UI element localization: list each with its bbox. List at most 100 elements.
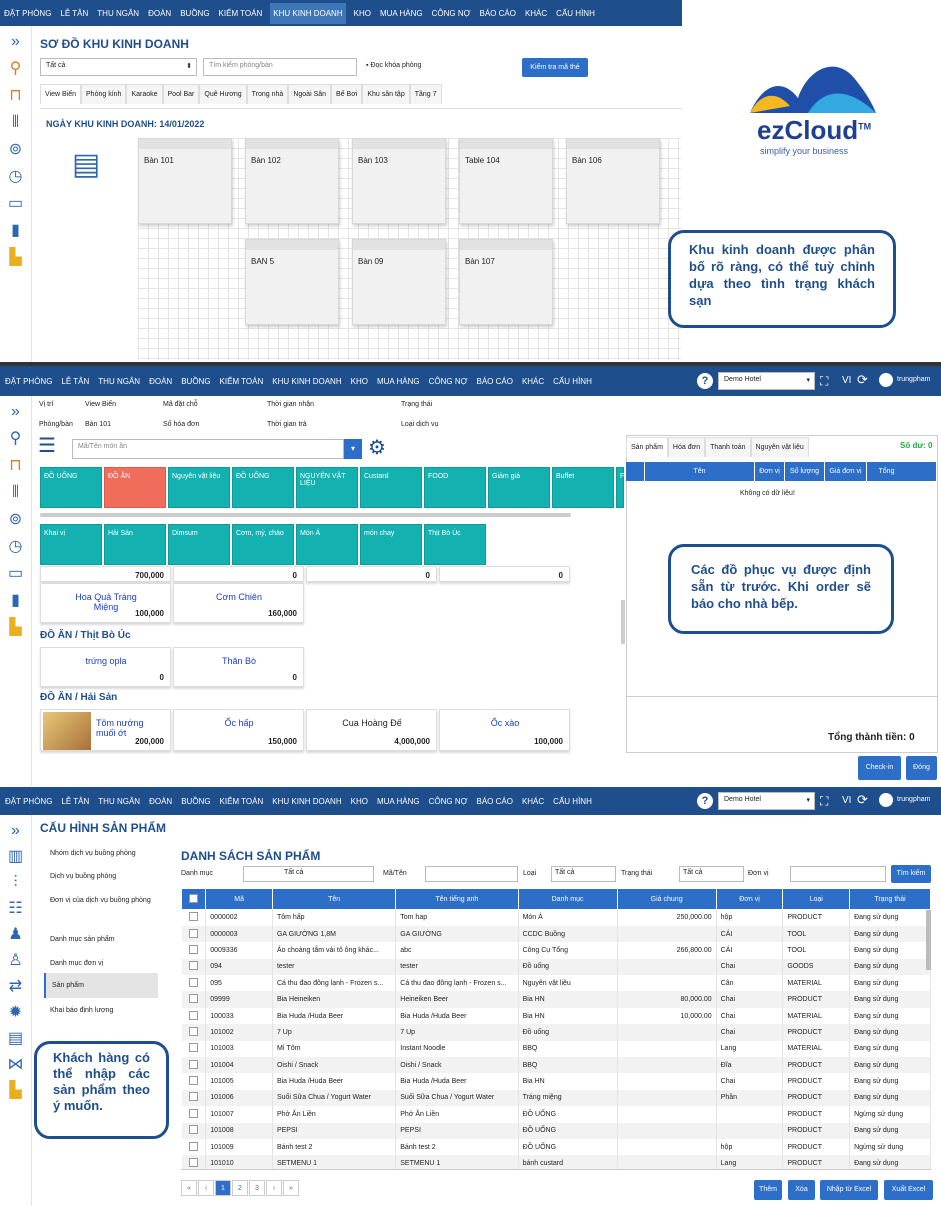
row-checkbox[interactable]: [188, 928, 198, 938]
username[interactable]: trungpham: [897, 376, 931, 383]
tab-area[interactable]: Quê Hương: [199, 84, 247, 104]
nav-item[interactable]: CẤU HÌNH: [553, 796, 592, 806]
table-icon[interactable]: ⊓: [9, 457, 22, 474]
columns-icon[interactable]: ⦀: [11, 114, 20, 131]
row-select-cell[interactable]: [181, 1007, 207, 1025]
row-checkbox[interactable]: [188, 944, 198, 954]
product-action-button[interactable]: Xóa: [788, 1180, 815, 1200]
row-select-cell[interactable]: [181, 975, 207, 992]
config-menu-item[interactable]: Khai báo định lượng: [50, 1007, 114, 1014]
table-card[interactable]: BAN 5: [245, 239, 339, 325]
category-tile[interactable]: Nguyên vật liệu: [168, 467, 230, 508]
nav-item[interactable]: KHÁC: [521, 796, 545, 806]
nav-item[interactable]: CÔNG NỢ: [431, 8, 471, 18]
table-row[interactable]: 101003 Mì Tôm Instant Noodle BBQ Lang MATERIA…: [181, 1040, 931, 1058]
table-row[interactable]: 101006 Suối Sữa Chua / Yogurt Water Suối S…: [181, 1089, 931, 1107]
row-checkbox[interactable]: [188, 1158, 198, 1168]
blocks-icon[interactable]: ▙: [9, 619, 22, 636]
nav-item[interactable]: CẤU HÌNH: [556, 8, 595, 18]
nav-item[interactable]: MUA HÀNG: [376, 796, 420, 806]
page-link[interactable]: ‹: [198, 1180, 214, 1196]
config-menu-item[interactable]: Sản phẩm: [44, 973, 158, 998]
table-card[interactable]: Bàn 106: [566, 138, 660, 224]
hotel-select[interactable]: Demo Hotel ▾: [718, 792, 815, 810]
category-tile[interactable]: FOOD: [424, 467, 486, 508]
table-card[interactable]: Bàn 101: [138, 138, 232, 224]
table-row[interactable]: 101004 Oishi / Snack Oishi / Snack BBQ Đĩa PR…: [181, 1057, 931, 1074]
row-checkbox[interactable]: [188, 1125, 198, 1135]
nav-item[interactable]: BUỒNG: [181, 796, 211, 806]
product-card[interactable]: 700,000: [40, 566, 171, 582]
checkin-button[interactable]: Check-in: [858, 756, 901, 780]
sync-icon[interactable]: ⟳: [857, 792, 868, 807]
category-tile[interactable]: ĐỒ UỐNG: [232, 467, 294, 508]
nav-item[interactable]: CÔNG NỢ: [428, 796, 468, 806]
search-button[interactable]: Tìm kiếm: [891, 865, 931, 883]
hotel-select[interactable]: Demo Hotel ▾: [718, 372, 815, 390]
table-row[interactable]: 101008 PEPSI PEPSI ĐỒ UỐNG PRODUCT Đang sử dụ…: [181, 1122, 931, 1139]
user-lock-icon[interactable]: ♙: [8, 952, 23, 969]
order-tab[interactable]: Thanh toán: [705, 437, 751, 457]
page-link[interactable]: 3: [249, 1180, 265, 1196]
product-card[interactable]: Tôm nướng muối ớt 200,000: [40, 709, 171, 751]
nav-item[interactable]: CẤU HÌNH: [553, 376, 592, 386]
table-card[interactable]: Bàn 107: [459, 239, 553, 325]
nav-item[interactable]: BÁO CÁO: [476, 796, 513, 806]
table-row[interactable]: 101010 SETMENU 1 SETMENU 1 bánh custard Lang…: [181, 1155, 931, 1169]
nav-item[interactable]: KIỂM TOÁN: [219, 796, 264, 806]
table-card[interactable]: Bàn 102: [245, 138, 339, 224]
tiles-scrollbar[interactable]: [40, 513, 571, 517]
category-tile[interactable]: Giảm giá: [488, 467, 550, 508]
table-row[interactable]: 101005 Bia Huda /Huda Beer Bia Huda /Huda …: [181, 1073, 931, 1090]
menu-icon[interactable]: ☰: [38, 435, 56, 457]
tab-area[interactable]: View Biển: [40, 84, 82, 104]
nav-item[interactable]: THU NGÂN: [97, 8, 140, 18]
nav-item[interactable]: BUỒNG: [181, 376, 211, 386]
row-checkbox[interactable]: [188, 1043, 198, 1053]
tab-area[interactable]: Bể Bơi: [331, 84, 363, 104]
status-select[interactable]: Tất cả: [679, 866, 744, 882]
product-card[interactable]: 0: [439, 566, 570, 582]
nav-item[interactable]: BUỒNG: [180, 8, 210, 18]
table-row[interactable]: 0000002 Tôm hấp Tom hap Món Á 250,000.00 hộp P…: [181, 909, 931, 926]
table-scrollbar[interactable]: [926, 910, 931, 970]
row-checkbox[interactable]: [188, 1141, 198, 1151]
product-scrollbar[interactable]: [621, 600, 625, 644]
order-tab[interactable]: Sản phẩm: [626, 437, 668, 457]
row-select-cell[interactable]: [181, 991, 207, 1008]
category-tile[interactable]: Khai vị: [40, 524, 102, 565]
row-select-cell[interactable]: [181, 942, 207, 959]
fullscreen-icon[interactable]: ⛶: [820, 374, 829, 388]
table-row[interactable]: 100033 Bia Huda /Huda Beer Bia Huda /Huda …: [181, 1007, 931, 1025]
gear-icon[interactable]: ⚙: [368, 437, 386, 459]
order-tab[interactable]: Hóa đơn: [667, 437, 706, 457]
page-link[interactable]: 1: [215, 1180, 231, 1196]
close-button[interactable]: Đóng: [906, 756, 937, 780]
nav-item[interactable]: KHO: [350, 376, 368, 386]
table-card[interactable]: Table 104: [459, 138, 553, 224]
product-card[interactable]: Ốc xào 100,000: [439, 709, 570, 751]
code-input[interactable]: [425, 866, 518, 882]
row-checkbox[interactable]: [188, 994, 198, 1004]
table-row[interactable]: 09999 Bia Heineiken Heineiken Beer Bia HN 80…: [181, 991, 931, 1008]
row-checkbox[interactable]: [188, 961, 198, 971]
share-icon[interactable]: ⋈: [7, 1056, 24, 1073]
category-tile[interactable]: Dimsum: [168, 524, 230, 565]
language-label[interactable]: VI: [842, 795, 852, 806]
category-tile[interactable]: Món Á: [296, 524, 358, 565]
book-icon[interactable]: ▮: [11, 592, 20, 609]
fullscreen-icon[interactable]: ⛶: [820, 794, 829, 808]
nav-item[interactable]: ĐẶT PHÒNG: [5, 376, 53, 386]
user-swap-icon[interactable]: ⇄: [8, 978, 23, 995]
nav-item[interactable]: ĐOÀN: [148, 8, 172, 18]
product-card[interactable]: 0: [173, 566, 304, 582]
config-menu-item[interactable]: Danh mục sản phẩm: [50, 936, 115, 943]
row-select-cell[interactable]: [181, 1089, 207, 1107]
nav-item[interactable]: BÁO CÁO: [479, 8, 516, 18]
blocks-icon[interactable]: ▙: [9, 1082, 22, 1099]
clock-icon[interactable]: ◷: [8, 538, 23, 555]
category-tile[interactable]: Thịt Bò Úc: [424, 524, 486, 565]
category-select[interactable]: Tất cả: [243, 866, 374, 882]
user-gear-icon[interactable]: ♟: [8, 926, 23, 943]
bed-icon[interactable]: ▭: [7, 195, 24, 212]
